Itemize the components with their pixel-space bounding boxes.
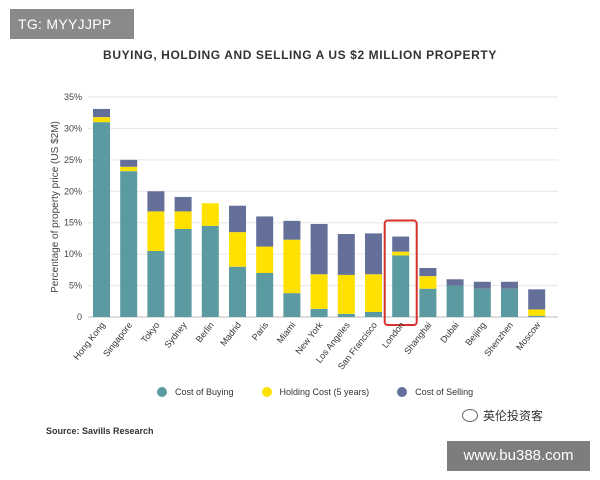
y-tick-label: 10% xyxy=(64,249,82,259)
bar-holding xyxy=(528,309,546,316)
bar-holding xyxy=(310,274,328,309)
bar-holding xyxy=(120,166,138,172)
x-tick-label: Beijing xyxy=(463,320,488,347)
x-tick-label: Dubai xyxy=(438,320,460,345)
bar-holding xyxy=(392,251,410,256)
x-tick-label: Hong Kong xyxy=(71,320,107,362)
legend-item-selling: Cost of Selling xyxy=(397,387,473,397)
bar-holding xyxy=(365,274,382,312)
x-tick-label: Madrid xyxy=(218,320,243,348)
x-tick-label: Moscow xyxy=(514,320,543,353)
bar-buying xyxy=(501,288,518,317)
bar-buying xyxy=(446,285,464,317)
legend-item-holding: Holding Cost (5 years) xyxy=(261,387,370,397)
wechat-icon xyxy=(462,409,478,422)
y-tick-label: 5% xyxy=(69,281,82,291)
bar-selling xyxy=(120,159,138,167)
y-tick-label: 25% xyxy=(64,155,82,165)
bar-holding xyxy=(147,211,165,251)
bar-buying xyxy=(337,313,355,317)
y-axis-label: Percentage of property price (US $2M) xyxy=(50,121,61,293)
chart-title: BUYING, HOLDING AND SELLING A US $2 MILL… xyxy=(103,48,497,62)
bar-selling xyxy=(147,191,165,212)
bar-buying xyxy=(229,266,246,317)
bar-buying xyxy=(473,288,491,317)
wechat-label: 英伦投资客 xyxy=(483,409,544,423)
legend-swatch-selling xyxy=(397,387,408,397)
bar-selling xyxy=(473,281,491,289)
legend-item-buying: Cost of Buying xyxy=(157,387,234,397)
watermark-tag: TG: MYYJJPP xyxy=(10,9,134,39)
legend-swatch-holding xyxy=(261,387,272,397)
bar-buying xyxy=(147,251,165,317)
bar-selling xyxy=(174,196,192,212)
bar-buying xyxy=(310,308,328,317)
bar-holding xyxy=(174,211,192,229)
source-note: Source: Savills Research xyxy=(46,426,154,436)
bar-buying xyxy=(392,255,410,317)
bar-holding xyxy=(337,274,355,314)
bar-selling xyxy=(501,281,518,289)
bar-selling xyxy=(93,108,110,118)
bar-buying xyxy=(120,171,138,317)
bar-selling xyxy=(446,279,464,286)
y-tick-label: 0 xyxy=(77,312,82,322)
x-tick-label: Paris xyxy=(250,320,271,343)
legend-label-selling: Cost of Selling xyxy=(415,387,474,397)
site-watermark: www.bu388.com xyxy=(447,441,590,471)
bar-holding xyxy=(419,276,437,289)
bar-selling xyxy=(365,233,382,275)
bar-holding xyxy=(256,246,274,273)
bar-holding xyxy=(201,203,219,226)
highlight-box xyxy=(383,219,418,327)
bar-buying xyxy=(365,311,382,317)
bar-selling xyxy=(256,216,274,247)
bar-buying xyxy=(419,288,437,317)
x-tick-label: Berlin xyxy=(194,320,216,344)
x-tick-label: Miami xyxy=(275,320,298,345)
bar-selling xyxy=(528,289,546,310)
bar-selling xyxy=(419,267,437,277)
x-tick-label: Tokyo xyxy=(139,320,161,345)
bar-selling xyxy=(310,223,328,275)
bar-holding xyxy=(93,117,110,123)
y-tick-label: 30% xyxy=(64,123,82,133)
bar-buying xyxy=(201,225,219,317)
bar-buying xyxy=(283,293,301,317)
legend-label-holding: Holding Cost (5 years) xyxy=(279,387,370,397)
bar-selling xyxy=(392,236,410,252)
bar-buying xyxy=(174,229,192,317)
legend: Cost of Buying Holding Cost (5 years) Co… xyxy=(157,387,473,397)
bar-holding xyxy=(283,239,301,294)
bar-buying xyxy=(256,273,274,317)
bar-selling xyxy=(229,205,246,233)
legend-swatch-buying xyxy=(157,387,167,397)
y-tick-label: 15% xyxy=(64,218,82,228)
bar-buying xyxy=(93,122,110,318)
x-tick-label: Sydney xyxy=(162,320,189,350)
bar-buying xyxy=(528,315,546,317)
wechat-watermark: 英伦投资客 xyxy=(462,407,543,424)
y-tick-label: 20% xyxy=(64,186,82,196)
bar-holding xyxy=(229,232,246,267)
y-tick-label: 35% xyxy=(64,92,82,102)
bar-selling xyxy=(337,234,355,275)
bar-selling xyxy=(283,220,301,240)
legend-label-buying: Cost of Buying xyxy=(175,387,234,397)
